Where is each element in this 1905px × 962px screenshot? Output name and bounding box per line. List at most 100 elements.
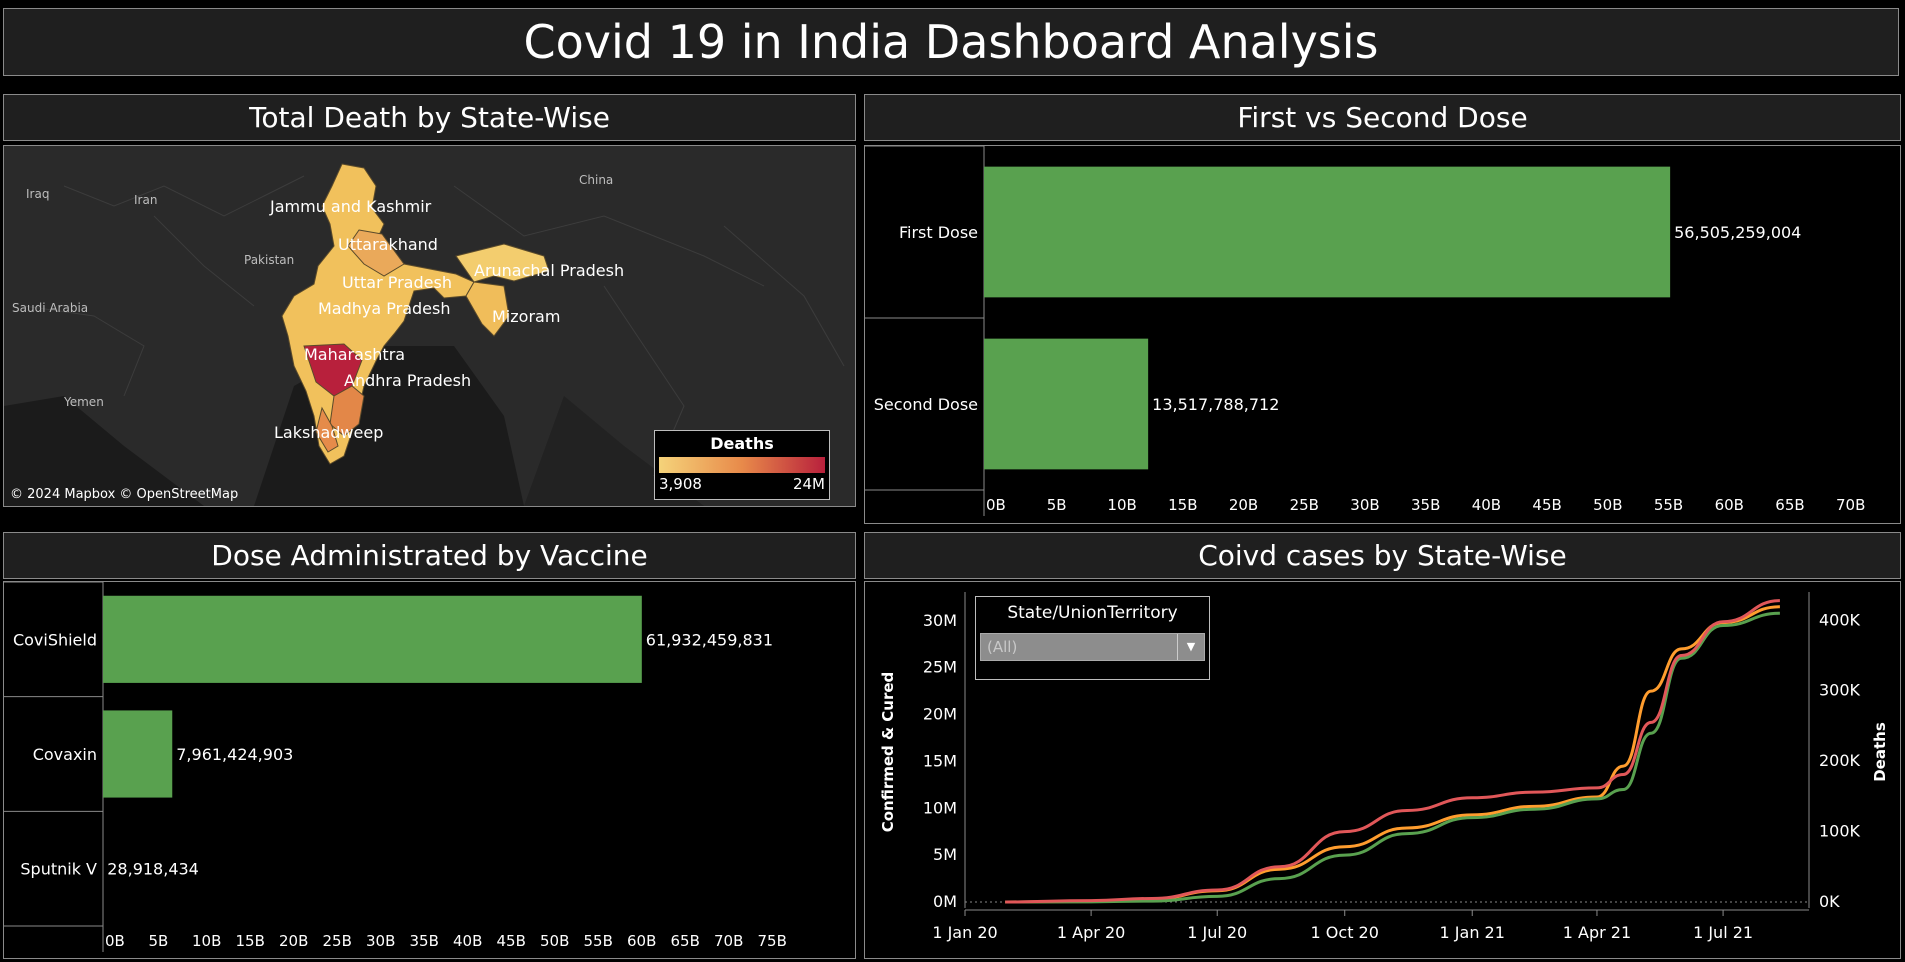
- vaccine-tick-label: 60B: [627, 932, 656, 950]
- legend-gradient-bar: [659, 457, 825, 473]
- dose-tick-label: 70B: [1836, 496, 1865, 514]
- x-tick-label: 1 Jan 21: [1440, 923, 1505, 942]
- vaccine-category-label: CoviShield: [13, 630, 97, 649]
- left-axis-title: Confirmed & Cured: [879, 672, 897, 833]
- country-labels: Iraq Iran Pakistan Saudi Arabia Yemen Ch…: [12, 173, 613, 409]
- country-borders: [23, 175, 845, 477]
- left-tick-label: 15M: [923, 751, 957, 770]
- country-label-iraq: Iraq: [26, 187, 49, 201]
- vaccine-bar[interactable]: [103, 710, 173, 798]
- vaccine-tick-label: 65B: [671, 932, 700, 950]
- right-tick-label: 300K: [1819, 681, 1861, 700]
- vaccine-tick-label: 10B: [192, 932, 221, 950]
- x-tick-label: 1 Apr 20: [1057, 923, 1125, 942]
- dose-bar-chart[interactable]: First Dose 56,505,259,004 Second Dose 13,51…: [865, 145, 1900, 523]
- dose-tick-label: 5B: [1047, 496, 1067, 514]
- country-label-iran: Iran: [134, 193, 157, 207]
- dose-bar[interactable]: [984, 338, 1149, 470]
- state-label: Lakshadweep: [274, 423, 383, 442]
- state-filter-value: (All): [987, 638, 1018, 656]
- legend-max: 24M: [792, 475, 825, 493]
- x-tick-label: 1 Jul 20: [1187, 923, 1247, 942]
- vaccine-panel-title: Dose Administrated by Vaccine: [211, 539, 648, 572]
- state-label: Maharashtra: [304, 345, 405, 364]
- vaccine-value-label: 7,961,424,903: [176, 745, 293, 764]
- dose-chart-panel: First Dose 56,505,259,004 Second Dose 13,51…: [864, 145, 1901, 524]
- legend-range: 3,908 24M: [659, 475, 825, 493]
- dose-panel-title: First vs Second Dose: [1237, 101, 1528, 134]
- state-filter: State/UnionTerritory (All) ▼: [975, 596, 1210, 680]
- vaccine-tick-label: 25B: [323, 932, 352, 950]
- state-label: Mizoram: [492, 307, 560, 326]
- vaccine-tick-label: 40B: [453, 932, 482, 950]
- right-tick-label: 400K: [1819, 610, 1861, 629]
- x-tick-label: 1 Oct 20: [1311, 923, 1379, 942]
- vaccine-tick-label: 30B: [366, 932, 395, 950]
- dose-bar[interactable]: [984, 166, 1671, 298]
- cases-panel-header: Coivd cases by State-Wise: [864, 532, 1901, 579]
- vaccine-category-label: Covaxin: [33, 745, 97, 764]
- vaccine-chart-panel: CoviShield 61,932,459,831 Covaxin 7,961,424…: [3, 581, 856, 959]
- dose-value-label: 56,505,259,004: [1674, 223, 1801, 242]
- vaccine-panel-header: Dose Administrated by Vaccine: [3, 532, 856, 579]
- vaccine-tick-label: 45B: [497, 932, 526, 950]
- legend-min: 3,908: [659, 475, 702, 493]
- x-tick-label: 1 Jan 20: [932, 923, 997, 942]
- cases-line-chart[interactable]: 0M 5M 10M 15M 20M 25M 30M 0K 100K 200K 300K 400K 1 J…: [865, 582, 1900, 958]
- x-tick-label: 1 Jul 21: [1693, 923, 1753, 942]
- state-label: Arunachal Pradesh: [474, 261, 624, 280]
- dose-panel-header: First vs Second Dose: [864, 94, 1901, 141]
- map-canvas[interactable]: Iraq Iran Pakistan Saudi Arabia Yemen Ch…: [4, 146, 855, 506]
- state-filter-dropdown[interactable]: (All) ▼: [980, 633, 1205, 661]
- dose-tick-label: 50B: [1593, 496, 1622, 514]
- sea-region: [4, 396, 204, 506]
- cases-panel-title: Coivd cases by State-Wise: [1198, 539, 1567, 572]
- uttar-pradesh-region[interactable]: [347, 229, 405, 277]
- state-label: Andhra Pradesh: [344, 371, 471, 390]
- vaccine-tick-label: 35B: [410, 932, 439, 950]
- kerala-region[interactable]: [315, 406, 339, 453]
- vaccine-value-label: 28,918,434: [107, 860, 199, 879]
- death-map[interactable]: Iraq Iran Pakistan Saudi Arabia Yemen Ch…: [3, 145, 856, 507]
- state-label: Uttarakhand: [338, 235, 438, 254]
- cases-chart-panel: 0M 5M 10M 15M 20M 25M 30M 0K 100K 200K 300K 400K 1 J…: [864, 581, 1901, 959]
- left-tick-label: 30M: [923, 611, 957, 630]
- vaccine-tick-label: 15B: [236, 932, 265, 950]
- state-labels: Jammu and Kashmir Uttarakhand Arunachal …: [269, 197, 624, 442]
- dose-tick-label: 15B: [1168, 496, 1197, 514]
- series-line-2[interactable]: [1005, 599, 1780, 904]
- vaccine-tick-label: 5B: [149, 932, 169, 950]
- state-label: Jammu and Kashmir: [269, 197, 432, 216]
- vaccine-tick-label: 20B: [279, 932, 308, 950]
- arunachal-region[interactable]: [455, 243, 550, 283]
- right-tick-label: 200K: [1819, 751, 1861, 770]
- dose-tick-label: 45B: [1532, 496, 1561, 514]
- northeast-region[interactable]: [465, 281, 510, 337]
- state-filter-label: State/UnionTerritory: [1007, 603, 1178, 623]
- india-map[interactable]: [281, 163, 550, 465]
- vaccine-bar-chart[interactable]: CoviShield 61,932,459,831 Covaxin 7,961,424…: [4, 581, 855, 958]
- legend-title: Deaths: [710, 434, 774, 453]
- dose-tick-label: 10B: [1107, 496, 1136, 514]
- dose-tick-label: 65B: [1775, 496, 1804, 514]
- left-tick-label: 25M: [923, 658, 957, 677]
- map-panel-header: Total Death by State-Wise: [3, 94, 856, 141]
- vaccine-tick-label: 75B: [758, 932, 787, 950]
- dose-value-label: 13,517,788,712: [1152, 395, 1279, 414]
- dose-tick-label: 60B: [1715, 496, 1744, 514]
- dashboard-title-text: Covid 19 in India Dashboard Analysis: [523, 15, 1379, 69]
- dashboard-title: Covid 19 in India Dashboard Analysis: [3, 8, 1899, 76]
- right-tick-label: 0K: [1819, 892, 1840, 911]
- dose-tick-label: 25B: [1290, 496, 1319, 514]
- right-axis-title: Deaths: [1871, 722, 1889, 782]
- state-label: Madhya Pradesh: [318, 299, 451, 318]
- left-tick-label: 0M: [933, 892, 957, 911]
- chevron-down-icon[interactable]: ▼: [1177, 634, 1204, 660]
- left-tick-label: 20M: [923, 705, 957, 724]
- dose-tick-label: 20B: [1229, 496, 1258, 514]
- map-attribution[interactable]: © 2024 Mapbox © OpenStreetMap: [10, 487, 238, 502]
- x-tick-label: 1 Apr 21: [1563, 923, 1631, 942]
- country-label-saudi-arabia: Saudi Arabia: [12, 301, 88, 315]
- vaccine-bar[interactable]: [103, 595, 642, 683]
- vaccine-tick-label: 55B: [584, 932, 613, 950]
